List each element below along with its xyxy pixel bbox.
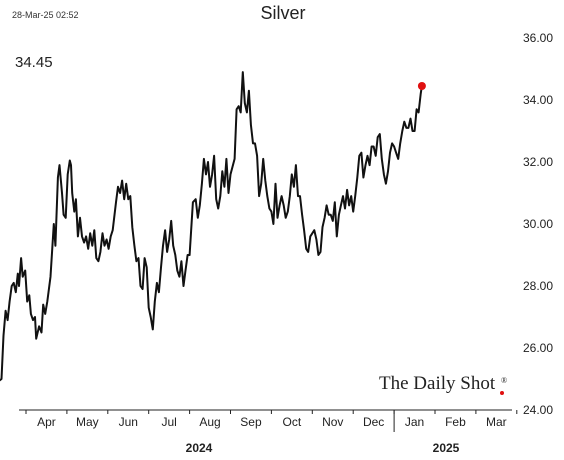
- x-tick-label: Aug: [199, 415, 220, 429]
- x-tick-label: Feb: [445, 415, 466, 429]
- y-axis-tick-labels: 24.00 26.00 28.00 30.00 32.00 34.00 36.00: [523, 31, 553, 417]
- x-tick-label: Mar: [486, 415, 507, 429]
- x-tick-label: Jun: [119, 415, 138, 429]
- price-series-line: [0, 71, 423, 382]
- x-tick-label: Nov: [322, 415, 343, 429]
- brand-name: The Daily Shot: [379, 373, 496, 394]
- brand-logo: The Daily Shot ®: [379, 373, 507, 395]
- x-tick-label: Dec: [363, 415, 384, 429]
- x-tick-label: Oct: [283, 415, 302, 429]
- y-tick-label: 34.00: [523, 93, 553, 107]
- chart-title: Silver: [260, 3, 305, 23]
- x-tick-label: Jul: [161, 415, 176, 429]
- year-label: 2025: [433, 441, 460, 455]
- y-tick-label: 30.00: [523, 217, 553, 231]
- y-tick-label: 24.00: [523, 403, 553, 417]
- timestamp: 28-Mar-25 02:52: [12, 10, 79, 20]
- year-label: 2024: [186, 441, 213, 455]
- brand-registered-mark: ®: [501, 376, 507, 385]
- y-tick-label: 36.00: [523, 31, 553, 45]
- y-tick-label: 26.00: [523, 341, 553, 355]
- brand-dot: [500, 391, 504, 395]
- x-tick-label: Sep: [240, 415, 262, 429]
- last-value-marker: [417, 82, 426, 90]
- last-value-label: 34.45: [15, 54, 53, 71]
- y-tick-label: 28.00: [523, 279, 553, 293]
- x-axis: Apr May Jun Jul Aug Sep Oct Nov Dec Jan Feb Mar 2024…: [19, 409, 518, 455]
- y-tick-label: 32.00: [523, 155, 553, 169]
- x-tick-label: Jan: [405, 415, 424, 429]
- x-tick-label: Apr: [37, 415, 56, 429]
- x-tick-label: May: [76, 415, 99, 429]
